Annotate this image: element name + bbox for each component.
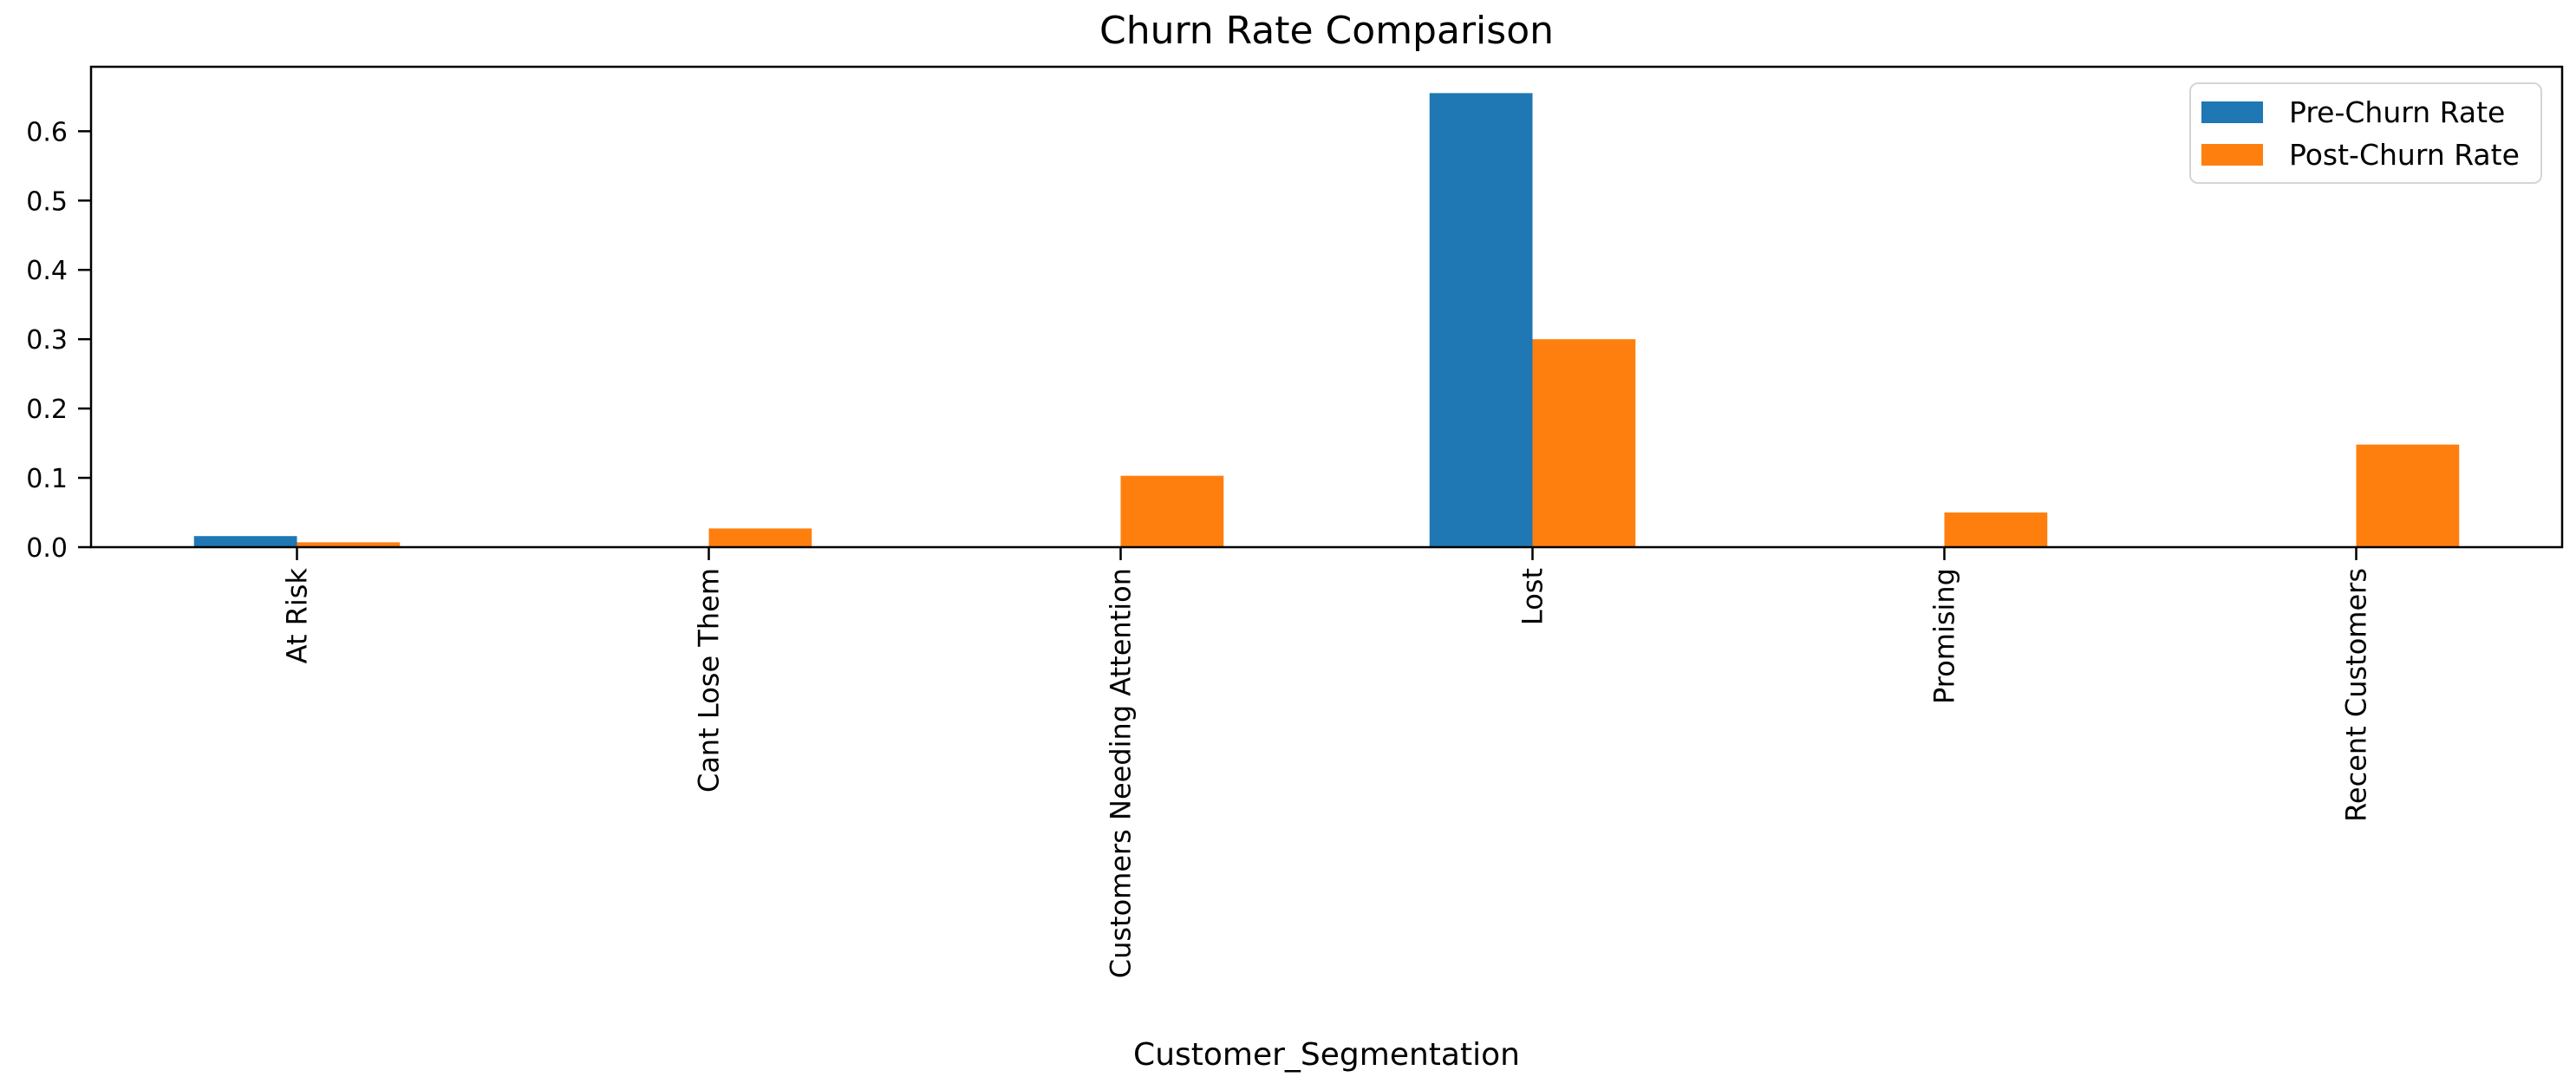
bar-post-churn-rate-customers-needing-attention: [1120, 475, 1224, 547]
x-tick-label: Recent Customers: [2340, 568, 2373, 822]
bar-post-churn-rate-lost: [1532, 339, 1636, 547]
x-tick-label: Promising: [1928, 568, 1961, 704]
y-tick-label: 0.3: [26, 325, 68, 356]
bar-post-churn-rate-promising: [1944, 512, 2048, 547]
y-tick-label: 0.4: [26, 256, 68, 286]
legend-item-post-churn: Post-Churn Rate: [2201, 136, 2527, 173]
bar-post-churn-rate-cant-lose-them: [708, 528, 812, 547]
chart-title: Churn Rate Comparison: [1099, 9, 1555, 53]
y-tick-label: 0.1: [26, 464, 68, 494]
x-tick-label: Cant Lose Them: [693, 568, 726, 793]
y-tick-label: 0.5: [26, 186, 68, 217]
x-tick-label: Customers Needing Attention: [1105, 568, 1138, 978]
plot-area-border: [89, 65, 2564, 549]
legend-label-post-churn: Post-Churn Rate: [2289, 137, 2520, 172]
bar-pre-churn-rate-lost: [1429, 93, 1533, 548]
x-tick-label: Lost: [1516, 568, 1549, 625]
y-tick-label: 0.2: [26, 395, 68, 425]
legend-item-pre-churn: Pre-Churn Rate: [2201, 94, 2527, 130]
legend-swatch-post-churn-icon: [2201, 143, 2263, 166]
bar-post-churn-rate-recent-customers: [2356, 444, 2460, 547]
x-tick-label: At Risk: [281, 568, 314, 664]
legend-label-pre-churn: Pre-Churn Rate: [2289, 95, 2506, 129]
bar-pre-churn-rate-at-risk: [193, 536, 297, 547]
legend-swatch-pre-churn-icon: [2201, 101, 2263, 123]
y-tick-label: 0.0: [26, 533, 68, 564]
legend: Pre-Churn Rate Post-Churn Rate: [2189, 82, 2542, 184]
x-axis-label: Customer_Segmentation: [1133, 1037, 1520, 1073]
y-tick-label: 0.6: [26, 117, 68, 147]
bar-post-churn-rate-at-risk: [297, 542, 401, 547]
